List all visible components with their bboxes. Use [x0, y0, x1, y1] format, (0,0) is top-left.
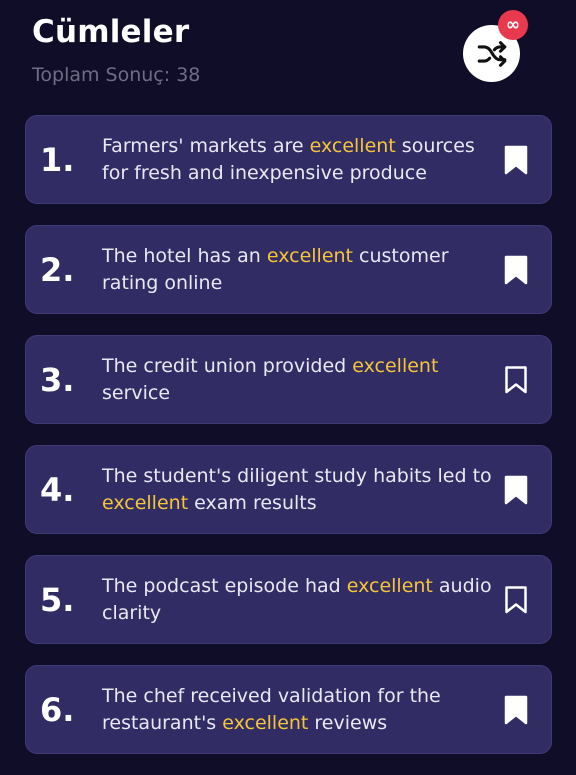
sentence-card[interactable]: 2. The hotel has an excellent customer r…	[25, 225, 552, 314]
sentence-number: 6.	[40, 690, 75, 729]
bookmark-filled-icon[interactable]	[504, 475, 528, 505]
sentence-text: The student's diligent study habits led …	[102, 464, 492, 514]
bookmark-filled-icon[interactable]	[504, 695, 528, 725]
highlighted-word: excellent	[102, 491, 189, 514]
sentence-card[interactable]: 1. Farmers' markets are excellent source…	[25, 115, 552, 204]
result-count: Toplam Sonuç: 38	[32, 64, 201, 86]
sentence-card[interactable]: 5. The podcast episode had excellent aud…	[25, 555, 552, 644]
sentence-text: The chef received validation for the res…	[102, 684, 441, 734]
bookmark-outline-icon[interactable]	[504, 585, 528, 615]
shuffle-icon	[475, 37, 509, 71]
page-title: Cümleler	[32, 14, 190, 50]
sentence-text: The podcast episode had excellent audio …	[102, 574, 492, 624]
highlighted-word: excellent	[346, 574, 433, 597]
infinity-badge: ∞	[498, 10, 528, 40]
sentence-text: Farmers' markets are excellent sources f…	[102, 134, 475, 184]
bookmark-filled-icon[interactable]	[504, 255, 528, 285]
highlighted-word: excellent	[352, 354, 439, 377]
highlighted-word: excellent	[222, 711, 309, 734]
sentence-card[interactable]: 4. The student's diligent study habits l…	[25, 445, 552, 534]
sentence-number: 3.	[40, 360, 75, 399]
sentence-number: 2.	[40, 250, 75, 289]
sentence-list: 1. Farmers' markets are excellent source…	[25, 115, 552, 775]
bookmark-outline-icon[interactable]	[504, 365, 528, 395]
sentence-number: 1.	[40, 140, 75, 179]
sentence-card[interactable]: 6. The chef received validation for the …	[25, 665, 552, 754]
sentence-card[interactable]: 3. The credit union provided excellent s…	[25, 335, 552, 424]
bookmark-filled-icon[interactable]	[504, 145, 528, 175]
sentence-text: The credit union provided excellent serv…	[102, 354, 439, 404]
header: Cümleler Toplam Sonuç: 38 ∞	[0, 0, 576, 110]
highlighted-word: excellent	[266, 244, 353, 267]
sentence-text: The hotel has an excellent customer rati…	[102, 244, 449, 294]
sentence-number: 5.	[40, 580, 75, 619]
sentence-number: 4.	[40, 470, 75, 509]
highlighted-word: excellent	[309, 134, 396, 157]
